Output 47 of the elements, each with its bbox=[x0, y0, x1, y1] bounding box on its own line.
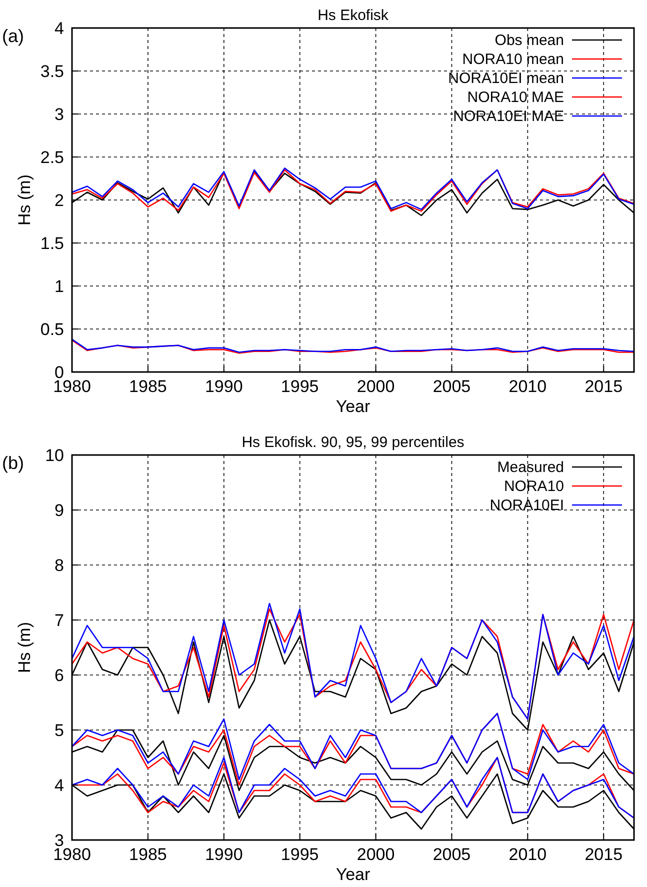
x-tick-label: 2000 bbox=[356, 845, 395, 864]
legend-label: NORA10 MAE bbox=[467, 89, 564, 106]
legend-label: Measured bbox=[497, 459, 564, 476]
x-tick-label: 1980 bbox=[53, 377, 91, 396]
x-tick-label: 1985 bbox=[129, 377, 167, 396]
x-axis-title: Year bbox=[336, 865, 371, 884]
y-tick-label: 7 bbox=[54, 611, 64, 630]
x-axis-title: Year bbox=[336, 397, 371, 416]
legend-label: NORA10 bbox=[504, 478, 564, 495]
y-tick-label: 2.5 bbox=[40, 148, 64, 167]
y-tick-label: 4 bbox=[54, 19, 64, 38]
text: (b) bbox=[2, 453, 24, 473]
x-tick-label: 2005 bbox=[432, 377, 471, 396]
legend-label: NORA10EI MAE bbox=[453, 108, 564, 125]
y-tick-label: 0.5 bbox=[40, 320, 64, 339]
text: (a) bbox=[2, 26, 24, 46]
y-axis-title: Hs (m) bbox=[15, 622, 34, 673]
chart-title: Hs Ekofisk. 90, 95, 99 percentiles bbox=[242, 434, 464, 451]
x-tick-label: 2015 bbox=[584, 377, 623, 396]
x-tick-label: 1995 bbox=[280, 845, 319, 864]
x-tick-label: 2010 bbox=[508, 377, 547, 396]
x-tick-label: 2000 bbox=[356, 377, 395, 396]
legend-label: NORA10EI mean bbox=[448, 70, 564, 87]
x-tick-label: 1985 bbox=[129, 845, 167, 864]
y-tick-label: 4 bbox=[54, 776, 64, 795]
x-tick-label: 1980 bbox=[53, 845, 91, 864]
y-tick-label: 8 bbox=[54, 556, 64, 575]
legend-label: NORA10 mean bbox=[462, 51, 564, 68]
legend-label: Obs mean bbox=[494, 32, 564, 49]
y-tick-label: 5 bbox=[54, 721, 64, 740]
y-tick-label: 6 bbox=[54, 666, 64, 685]
x-tick-label: 1990 bbox=[204, 845, 243, 864]
y-tick-label: 1 bbox=[54, 277, 64, 296]
y-tick-label: 2 bbox=[54, 191, 64, 210]
y-tick-label: 9 bbox=[54, 501, 64, 520]
chart-title: Hs Ekofisk bbox=[318, 7, 389, 24]
x-tick-label: 1990 bbox=[204, 377, 243, 396]
y-tick-label: 10 bbox=[45, 446, 64, 465]
y-tick-label: 3.5 bbox=[40, 62, 64, 81]
y-tick-label: 3 bbox=[54, 105, 64, 124]
x-tick-label: 2010 bbox=[508, 845, 547, 864]
x-tick-label: 2015 bbox=[584, 845, 623, 864]
y-tick-label: 1.5 bbox=[40, 234, 64, 253]
x-tick-label: 1995 bbox=[280, 377, 319, 396]
x-tick-label: 2005 bbox=[432, 845, 471, 864]
legend-label: NORA10EI bbox=[490, 497, 564, 514]
y-axis-title: Hs (m) bbox=[15, 174, 34, 226]
